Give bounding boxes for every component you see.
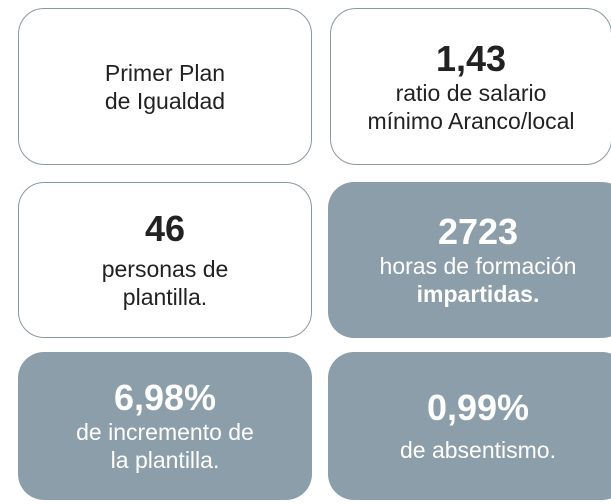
card-text: de absentismo.: [400, 437, 556, 463]
card-value: 2723: [437, 211, 519, 252]
card-value: 46: [144, 208, 186, 249]
card-text: ratio de salario: [395, 79, 547, 106]
card-value: 1,43: [435, 37, 507, 79]
card-value: 0,99%: [426, 387, 530, 428]
card: 1,43 ratio de salario mínimo Aranco/loca…: [330, 8, 611, 165]
card-value: 6,98%: [113, 377, 217, 418]
card: Primer Plan de Igualdad: [18, 8, 312, 165]
card-text: horas de formación: [379, 253, 577, 279]
card: 0,99% de absentismo.: [328, 352, 611, 500]
card-text: de incremento de: [76, 419, 254, 445]
card: 2723 horas de formación impartidas.: [328, 182, 611, 338]
card-text: personas de: [101, 256, 229, 282]
card-text: mínimo Aranco/local: [367, 107, 575, 134]
card: 6,98% de incremento de la plantilla.: [18, 352, 312, 500]
card-text: impartidas.: [416, 281, 540, 307]
card: 46 personas de plantilla.: [18, 182, 312, 338]
card-text: de Igualdad: [104, 87, 226, 114]
card-text: la plantilla.: [110, 447, 220, 473]
card-text: plantilla.: [122, 284, 208, 310]
card-text: Primer Plan: [104, 59, 226, 86]
